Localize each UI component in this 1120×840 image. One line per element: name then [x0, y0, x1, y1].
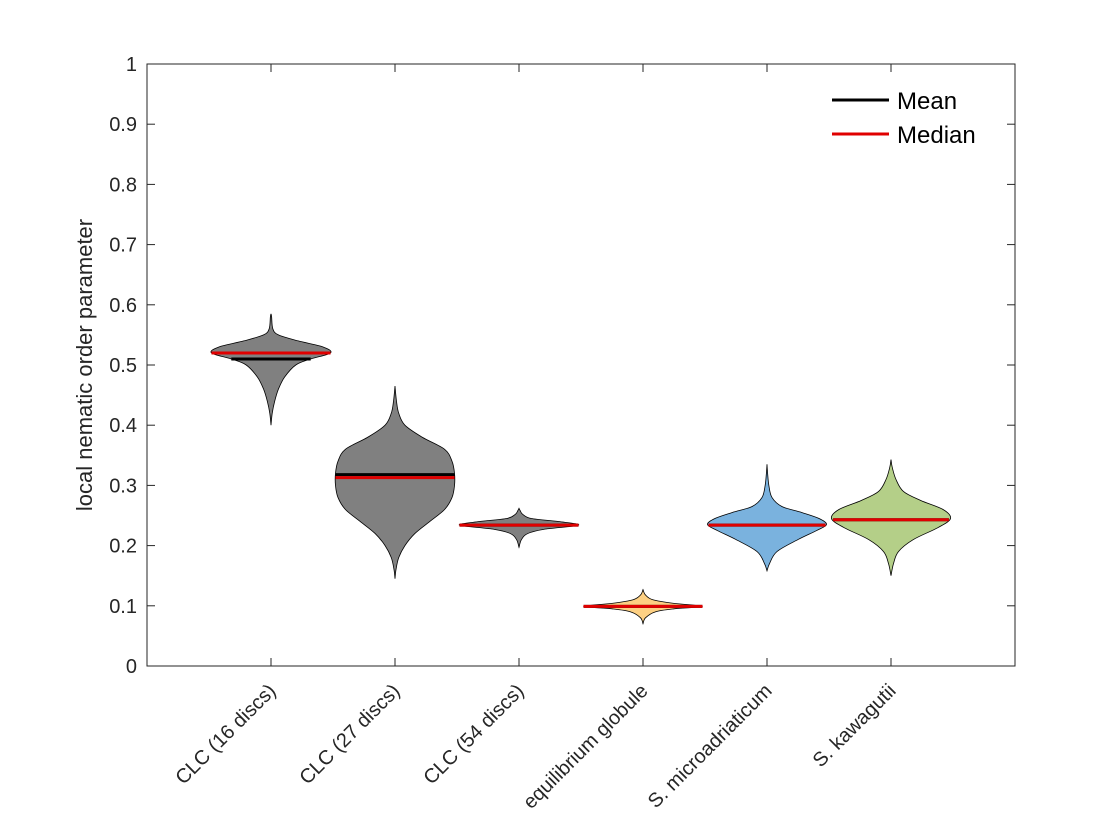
y-tick-label: 0.1	[109, 596, 137, 618]
y-tick-label: 0.6	[109, 295, 137, 317]
x-tick-label: CLC (54 discs)	[419, 680, 528, 789]
violin-body	[458, 507, 580, 549]
y-tick-label: 0	[126, 656, 137, 678]
y-tick-label: 0.3	[109, 475, 137, 497]
violin-body	[830, 459, 952, 576]
violin-body	[707, 464, 827, 573]
y-tick-label: 1	[126, 54, 137, 76]
violin-body	[334, 386, 456, 579]
plot-frame	[146, 63, 1016, 667]
x-tick-label: CLC (27 discs)	[295, 680, 404, 789]
legend-mean-label: Mean	[897, 88, 957, 115]
y-axis-ticks: 0 0.1 0.2 0.3 0.4 0.5 0.6 0.7 0.8 0.9 1	[109, 54, 1015, 678]
y-tick-label: 0.2	[109, 536, 137, 558]
legend-median-label: Median	[897, 122, 976, 149]
y-tick-label: 0.8	[109, 174, 137, 196]
x-tick-label: equilibrium globule	[519, 680, 652, 813]
violin-body	[210, 313, 332, 426]
x-tick-label: S. microadriaticum	[644, 680, 777, 813]
y-axis-label: local nematic order parameter	[72, 219, 97, 511]
violins	[210, 313, 952, 625]
legend: Mean Median	[832, 88, 976, 149]
y-tick-label: 0.9	[109, 114, 137, 136]
y-tick-label: 0.4	[109, 415, 137, 437]
x-tick-label: CLC (16 discs)	[171, 680, 280, 789]
y-tick-label: 0.5	[109, 355, 137, 377]
x-tick-label: S. kawagutii	[809, 680, 901, 772]
y-tick-label: 0.7	[109, 235, 137, 257]
